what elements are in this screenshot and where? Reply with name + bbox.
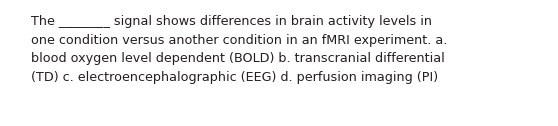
Text: The ________ signal shows differences in brain activity levels in
one condition : The ________ signal shows differences in… — [31, 15, 447, 84]
